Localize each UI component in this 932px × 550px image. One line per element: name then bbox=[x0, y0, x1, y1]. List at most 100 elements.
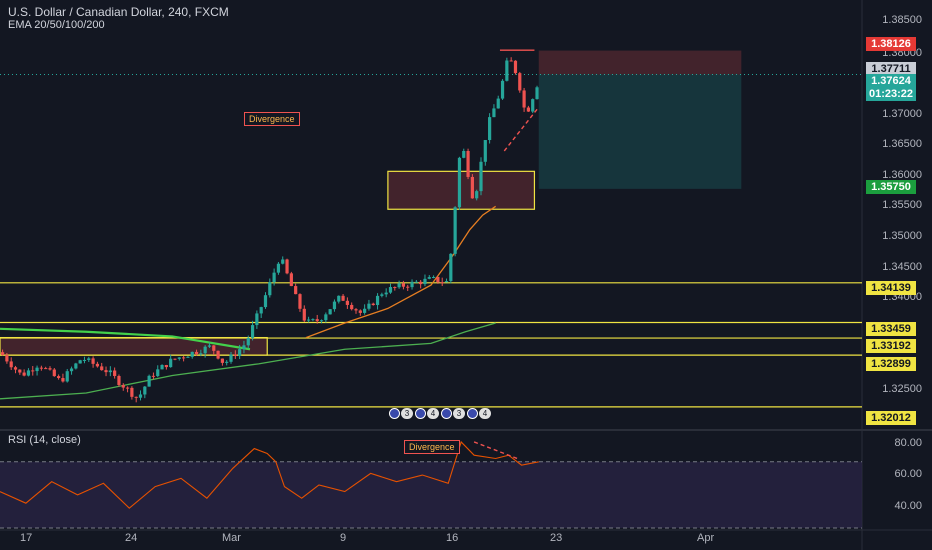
event-badge-2[interactable]: 4 bbox=[415, 408, 439, 419]
candle-body bbox=[203, 346, 207, 354]
candle-body bbox=[535, 87, 539, 100]
candle-body bbox=[414, 281, 418, 283]
rsi-indicator-label[interactable]: RSI (14, close) bbox=[8, 434, 81, 446]
event-badge-1[interactable]: 3 bbox=[389, 408, 413, 419]
event-count: 3 bbox=[453, 408, 465, 419]
candle-body bbox=[483, 140, 487, 162]
supply-box bbox=[387, 170, 536, 210]
level-tag-1.32899[interactable]: 1.32899 bbox=[866, 357, 916, 371]
divergence-label-price[interactable]: Divergence bbox=[244, 112, 300, 126]
symbol-title[interactable]: U.S. Dollar / Canadian Dollar, 240, FXCM bbox=[8, 5, 229, 19]
candle-body bbox=[147, 375, 151, 387]
candle-body bbox=[246, 337, 250, 346]
flag-icon bbox=[389, 408, 400, 419]
candle-body bbox=[31, 370, 35, 372]
candle-body bbox=[91, 358, 95, 364]
candle-body bbox=[423, 278, 427, 285]
candle-body bbox=[354, 309, 358, 311]
candle-body bbox=[250, 325, 255, 338]
divergence-label-rsi[interactable]: Divergence bbox=[404, 440, 460, 454]
candle-body bbox=[509, 60, 513, 62]
candle-body bbox=[216, 350, 220, 359]
candle-body bbox=[74, 363, 78, 369]
candle-body bbox=[22, 372, 26, 376]
risk-zone bbox=[538, 50, 742, 75]
candle-body bbox=[276, 263, 281, 273]
time-tick-24: 24 bbox=[125, 532, 138, 544]
ema-declining-line bbox=[0, 327, 251, 351]
candle-body bbox=[242, 345, 246, 350]
candle-body bbox=[306, 319, 311, 321]
level-tag-1.32012[interactable]: 1.32012 bbox=[866, 411, 916, 425]
candle-body bbox=[328, 309, 332, 315]
candle-body bbox=[13, 367, 18, 370]
candle-body bbox=[173, 358, 177, 360]
candle-body bbox=[138, 394, 143, 398]
candle-body bbox=[302, 308, 306, 321]
candle-body bbox=[212, 345, 216, 351]
candle-body bbox=[164, 364, 168, 368]
price-tick-1.360: 1.36000 bbox=[882, 169, 922, 181]
price-tick-1.345: 1.34500 bbox=[882, 261, 922, 273]
candle-body bbox=[518, 73, 522, 91]
target-price-tag[interactable]: 1.35750 bbox=[866, 180, 916, 194]
ema-indicator-label[interactable]: EMA 20/50/100/200 bbox=[8, 19, 105, 31]
candle-body bbox=[492, 108, 496, 118]
candle-body bbox=[78, 360, 82, 364]
candle-body bbox=[35, 367, 39, 372]
time-tick-9: 9 bbox=[340, 532, 347, 544]
reward-zone bbox=[538, 74, 742, 189]
candle-body bbox=[143, 386, 147, 395]
candle-body bbox=[294, 286, 298, 295]
candle-body bbox=[134, 396, 138, 398]
bar-countdown-tag[interactable]: 01:23:22 bbox=[866, 87, 916, 101]
candle-body bbox=[199, 353, 203, 355]
candle-body bbox=[513, 60, 518, 74]
candle-body bbox=[229, 354, 233, 362]
time-tick-16: 16 bbox=[446, 532, 459, 544]
event-badge-4[interactable]: 4 bbox=[467, 408, 491, 419]
event-badge-3[interactable]: 3 bbox=[441, 408, 465, 419]
candle-body bbox=[522, 90, 526, 108]
rsi-divergence-line bbox=[473, 441, 518, 460]
level-tag-1.33459[interactable]: 1.33459 bbox=[866, 322, 916, 336]
stop-price-tag[interactable]: 1.38126 bbox=[866, 37, 916, 51]
candle-body bbox=[125, 387, 130, 389]
current-price-tag[interactable]: 1.37624 bbox=[866, 74, 916, 88]
candle-body bbox=[169, 358, 173, 368]
candle-body bbox=[319, 320, 324, 322]
candle-body bbox=[82, 359, 87, 361]
candle-body bbox=[95, 363, 100, 367]
candle-body bbox=[440, 282, 444, 284]
candle-body bbox=[475, 191, 479, 199]
time-tick-apr: Apr bbox=[697, 532, 715, 544]
rsi-tick-40: 40.00 bbox=[894, 500, 922, 512]
candle-body bbox=[259, 307, 263, 314]
price-tick-1.385: 1.38500 bbox=[882, 14, 922, 26]
event-count: 4 bbox=[479, 408, 491, 419]
candle-body bbox=[69, 368, 74, 372]
candle-body bbox=[87, 358, 91, 360]
candle-body bbox=[431, 276, 436, 278]
candle-body bbox=[190, 351, 194, 357]
candle-body bbox=[268, 282, 272, 296]
candle-body bbox=[444, 281, 449, 283]
price-tick-1.350: 1.35000 bbox=[882, 230, 922, 242]
candle-body bbox=[48, 368, 52, 370]
flag-icon bbox=[441, 408, 452, 419]
candle-body bbox=[393, 287, 397, 289]
candle-body bbox=[233, 354, 237, 356]
candle-body bbox=[225, 361, 229, 363]
prior-close-tag[interactable]: 1.37711 bbox=[866, 62, 916, 76]
candle-body bbox=[113, 370, 117, 376]
candle-body bbox=[194, 351, 199, 355]
price-tick-1.370: 1.37000 bbox=[882, 108, 922, 120]
level-tag-1.33192[interactable]: 1.33192 bbox=[866, 339, 916, 353]
event-count: 3 bbox=[401, 408, 413, 419]
level-tag-1.34139[interactable]: 1.34139 bbox=[866, 281, 916, 295]
price-divergence-line bbox=[503, 106, 540, 152]
rsi-tick-80: 80.00 bbox=[894, 437, 922, 449]
candle-body bbox=[332, 301, 337, 310]
